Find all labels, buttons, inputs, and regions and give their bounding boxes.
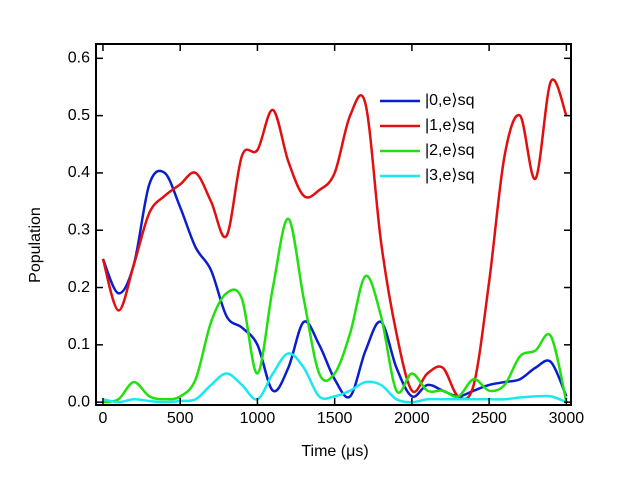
series-line xyxy=(102,217,568,404)
legend-label: |0,e⟩sq xyxy=(425,92,475,109)
legend-label: |3,e⟩sq xyxy=(425,167,475,184)
x-tick-label: 2000 xyxy=(394,410,430,427)
x-tick-label: 1000 xyxy=(240,410,276,427)
y-tick-label: 0.0 xyxy=(68,393,90,410)
series-line xyxy=(101,78,568,401)
x-tick-label: 3000 xyxy=(549,410,585,427)
x-tick-label: 0 xyxy=(98,410,107,427)
plot-frame xyxy=(95,43,572,406)
y-tick-label: 0.4 xyxy=(68,164,90,181)
y-tick-label: 0.3 xyxy=(68,221,90,238)
y-tick-label: 0.5 xyxy=(68,107,90,124)
legend-label: |1,e⟩sq xyxy=(425,117,475,134)
x-tick-label: 500 xyxy=(167,410,194,427)
y-tick-label: 0.1 xyxy=(68,336,90,353)
x-axis-label: Time (μs) xyxy=(301,443,368,460)
series-line xyxy=(101,169,568,399)
y-tick-label: 0.2 xyxy=(68,279,90,296)
y-axis-label: Population xyxy=(27,207,44,283)
x-tick-label: 1500 xyxy=(317,410,353,427)
legend-label: |2,e⟩sq xyxy=(425,142,475,159)
x-tick-label: 2500 xyxy=(471,410,507,427)
y-tick-label: 0.6 xyxy=(68,50,90,67)
